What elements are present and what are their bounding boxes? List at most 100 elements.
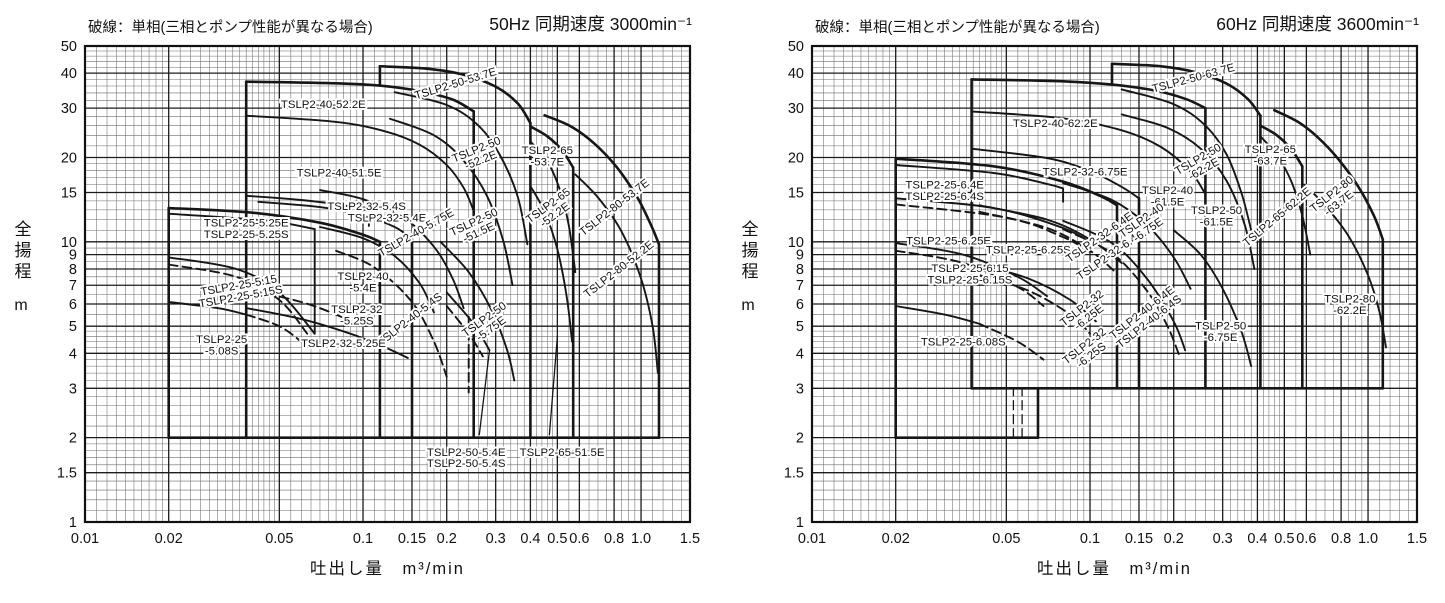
curve-TSLP2-32-6.25S	[978, 274, 1091, 335]
svg-text:0.01: 0.01	[798, 531, 826, 547]
curve-TSLP2-32-6.75E	[970, 147, 1140, 200]
curve-label: TSLP2-25-6.15 TSLP2-25-6.15S	[928, 263, 1013, 286]
svg-text:40: 40	[61, 66, 77, 82]
curve-TSLP2-25-6.08S	[894, 305, 981, 325]
svg-text:0.01: 0.01	[71, 531, 99, 547]
curve-TSLP2-32-5.4E	[257, 200, 413, 241]
curve-label: TSLP2-25-6.25E	[906, 236, 991, 248]
chart-60hz: 50 40 30 20 15 10 9 8 7 6 5 4 3 2 1.5 1 0.01 0.02 0.05 0.1 0…	[727, 0, 1445, 603]
svg-text:9: 9	[796, 248, 804, 264]
curve-TSLP2-25-6.4S	[894, 164, 1065, 190]
svg-text:0.2: 0.2	[437, 531, 457, 547]
curve-env-65-top-63.7E	[1259, 124, 1304, 168]
svg-text:20: 20	[788, 150, 804, 166]
svg-text:8: 8	[796, 262, 804, 278]
svg-text:30: 30	[61, 101, 77, 117]
curve-TSLP2-25-6.15S	[894, 249, 1045, 307]
svg-text:0.6: 0.6	[1296, 531, 1316, 547]
curve-label: TSLP2-32-5.25E	[301, 338, 386, 350]
curve-TSLP2-25-6.15	[894, 242, 1048, 298]
curve-TSLP2-80-62.2E	[1303, 183, 1387, 349]
svg-text:0.5: 0.5	[1274, 531, 1294, 547]
svg-text:0.4: 0.4	[520, 531, 540, 547]
svg-text:2: 2	[796, 431, 804, 447]
curve-env-50-top-63.7E	[1110, 62, 1262, 117]
curve-TSLP2-40-6.4S	[1062, 228, 1181, 358]
y-axis-label-60hz: 全揚程 m	[733, 220, 763, 315]
svg-text:1.0: 1.0	[631, 531, 651, 547]
svg-text:0.3: 0.3	[486, 531, 506, 547]
curve-label: TSLP2-25-5.25E TSLP2-25-5.25S	[204, 217, 289, 240]
svg-text:5: 5	[796, 319, 804, 335]
svg-text:30: 30	[788, 101, 804, 117]
curve-TSLP2-40-61.5E	[970, 110, 1207, 196]
y-axis-unit: m	[741, 297, 755, 314]
curve-TSLP2-65-52.2E	[529, 140, 577, 274]
curve-TSLP2-32-6.4E	[978, 204, 1123, 264]
y-axis-label-50hz: 全揚程 m	[6, 220, 36, 315]
chart-title-60hz: 60Hz 同期速度 3600min⁻¹	[1216, 14, 1419, 34]
curve-TSLP2-50-6.75E	[1172, 229, 1253, 368]
curve-TSLP2-25-5.08S-dash	[245, 313, 303, 343]
svg-text:1.0: 1.0	[1358, 531, 1378, 547]
svg-text:15: 15	[788, 185, 804, 201]
curve-label: TSLP2-65-51.5E	[520, 447, 605, 459]
curve-TSLP2-32-6.25E	[978, 263, 1097, 323]
svg-text:0.2: 0.2	[1164, 531, 1184, 547]
y-axis-unit: m	[14, 297, 28, 314]
svg-text:8: 8	[69, 262, 77, 278]
curve-label: TSLP2-32-5.4S	[327, 201, 406, 213]
svg-text:20: 20	[61, 150, 77, 166]
curve-env-25-top-5.25E	[167, 206, 382, 244]
curve-TSLP2-50-5.4E	[445, 291, 491, 352]
curve-TSLP2-25-5.08S	[167, 301, 248, 316]
curve-label: TSLP2-65 -53.7E	[522, 145, 573, 168]
svg-text:1: 1	[69, 515, 77, 531]
svg-text:15: 15	[61, 185, 77, 201]
curve-label: TSLP2-40-52.2E	[281, 99, 366, 111]
svg-text:2: 2	[69, 431, 77, 447]
curve-env-80-top-63.7E	[1273, 108, 1385, 241]
curve-label: TSLP2-25-6.25S	[986, 244, 1071, 256]
curve-TSLP2-50-5.4S	[445, 305, 484, 358]
x-axis-label-60hz: 吐出し量 m³/min	[1037, 560, 1192, 578]
curve-label: TSLP2-50 -61.5E	[1191, 205, 1242, 228]
curve-TSLP2-32-6.4S	[978, 210, 1118, 275]
svg-text:40: 40	[788, 66, 804, 82]
curve-TSLP2-50-52.2E	[393, 91, 529, 246]
chart-title-50hz: 50Hz 同期速度 3000min⁻¹	[489, 14, 692, 34]
curve-label: TSLP2-25-6.08S	[921, 337, 1006, 349]
svg-text:4: 4	[69, 346, 77, 362]
curve-label: TSLP2-32-5.4E	[348, 213, 427, 225]
curve-label: TSLP2-40-62.2E	[1013, 118, 1098, 130]
svg-text:0.05: 0.05	[265, 531, 293, 547]
svg-text:0.5: 0.5	[547, 531, 567, 547]
svg-text:0.15: 0.15	[1125, 531, 1153, 547]
curve-TSLP2-40-5.75E	[319, 189, 465, 310]
svg-text:50: 50	[61, 39, 77, 55]
svg-text:3: 3	[69, 381, 77, 397]
curve-label: TSLP2-50-52.2E	[451, 135, 507, 176]
curve-TSLP2-40-6.75E	[1062, 182, 1192, 290]
curve-env-80-top-53.7E	[543, 114, 661, 246]
curve-TSLP2-32-5.25S	[251, 289, 361, 328]
curve-TSLP2-65-62.2E	[1259, 135, 1312, 256]
curve-leader-65-51.5	[548, 335, 559, 436]
svg-text:50: 50	[788, 39, 804, 55]
svg-text:0.4: 0.4	[1247, 531, 1267, 547]
svg-text:6: 6	[796, 297, 804, 313]
curve-label: TSLP2-50-53.7E	[413, 66, 498, 102]
curve-label: TSLP2-25 -5.08S	[196, 334, 247, 357]
y-axis-label-text: 全揚程	[11, 220, 31, 283]
curve-label: TSLP2-40-51.5E	[297, 167, 382, 179]
y-axis-label-text: 全揚程	[738, 220, 758, 283]
curve-leader-50-5.4	[478, 349, 491, 436]
curve-TSLP2-50-61.5E	[1120, 113, 1256, 270]
svg-text:3: 3	[796, 381, 804, 397]
curve-TSLP2-40-5.4E	[319, 226, 435, 314]
curve-env-50-top-53.7E	[378, 65, 532, 125]
svg-text:1.5: 1.5	[1407, 531, 1427, 547]
svg-text:0.3: 0.3	[1213, 531, 1233, 547]
